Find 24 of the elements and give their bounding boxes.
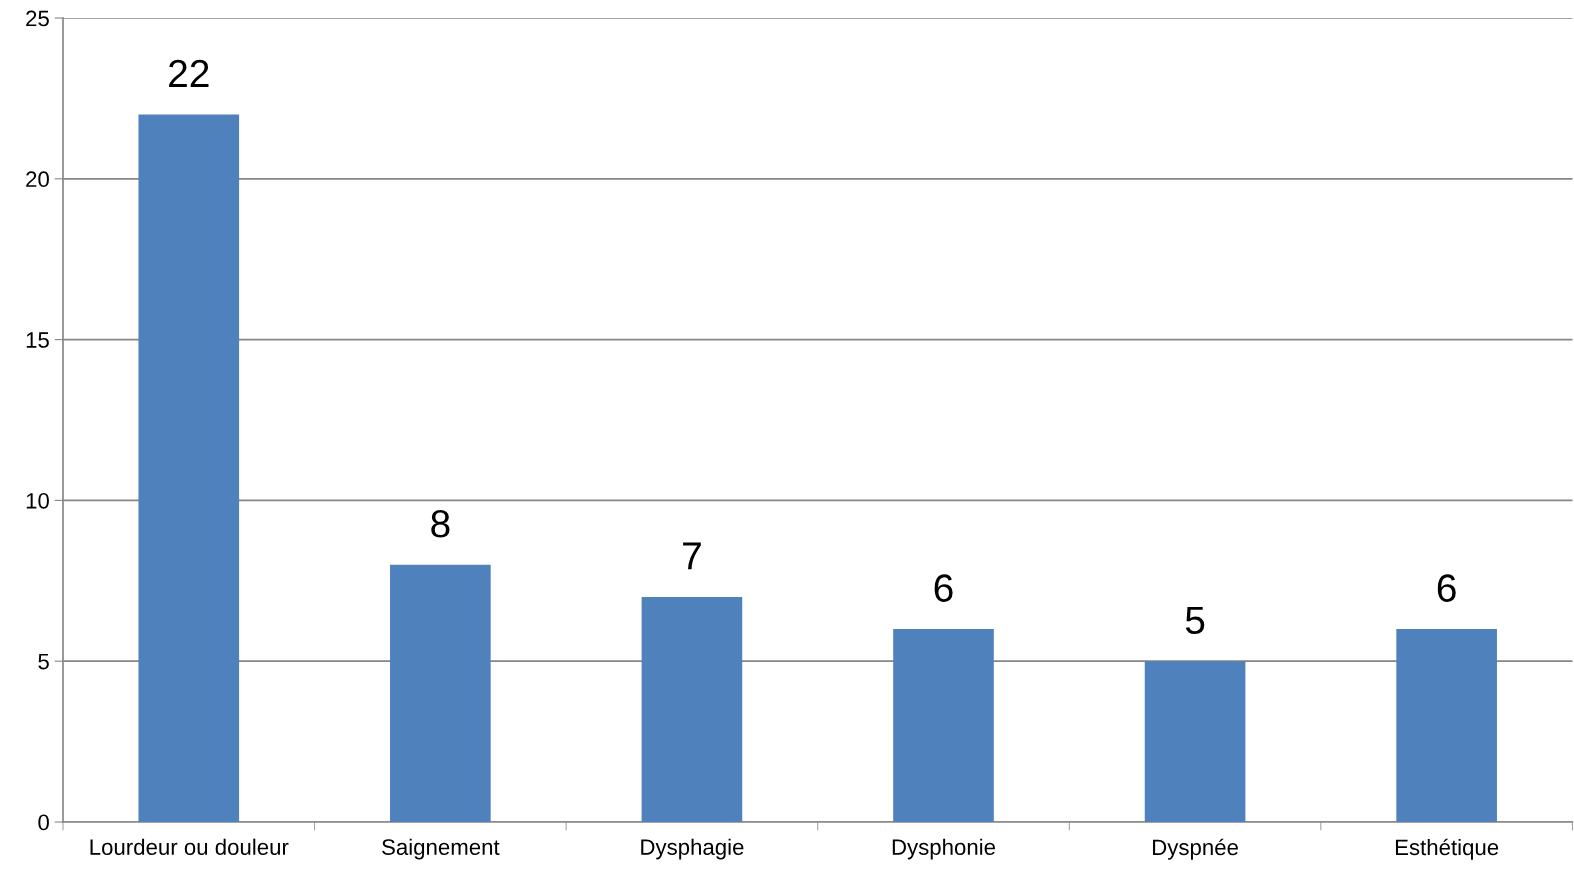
x-tick-label: Saignement xyxy=(382,838,500,860)
data-label: 22 xyxy=(169,59,209,87)
y-tick-label: 20 xyxy=(26,171,49,188)
bar xyxy=(138,114,240,822)
bar xyxy=(390,564,491,822)
bar xyxy=(893,629,994,822)
y-tick-label: 10 xyxy=(26,492,49,509)
x-tick-label: Dysphonie xyxy=(892,838,996,860)
y-tick-label: 15 xyxy=(26,332,49,348)
y-tick-label: 25 xyxy=(26,10,49,27)
data-label: 6 xyxy=(934,574,953,602)
bar xyxy=(1144,661,1246,822)
data-label: 6 xyxy=(1437,574,1456,602)
x-tick-label: Dyspnée xyxy=(1153,838,1238,860)
y-tick-label: 5 xyxy=(38,653,49,670)
x-tick-label: Lourdeur ou douleur xyxy=(90,838,289,855)
data-label: 8 xyxy=(431,510,450,538)
data-label: 7 xyxy=(683,542,701,570)
x-tick-label: Esthétique xyxy=(1395,838,1499,860)
bar xyxy=(641,596,743,822)
x-tick-label: Dysphagie xyxy=(641,838,744,860)
bar xyxy=(1396,629,1497,822)
y-tick-label: 0 xyxy=(38,814,49,831)
data-label: 5 xyxy=(1185,606,1205,635)
